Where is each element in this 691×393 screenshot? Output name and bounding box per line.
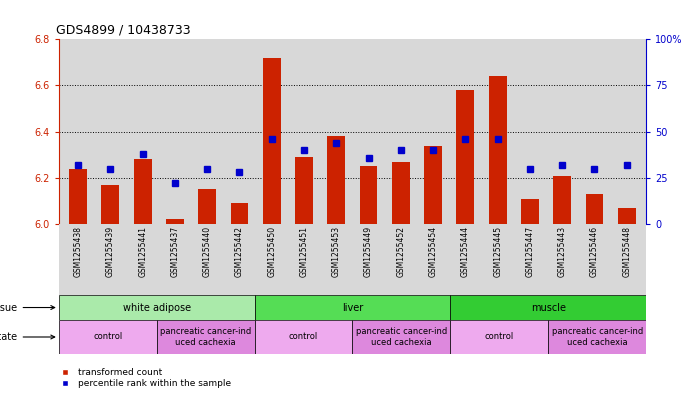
Text: GSM1255452: GSM1255452 [397, 226, 406, 277]
Text: GSM1255444: GSM1255444 [461, 226, 470, 277]
Bar [360, 166, 377, 224]
Text: GSM1255449: GSM1255449 [364, 226, 373, 277]
Legend: transformed count, percentile rank within the sample: transformed count, percentile rank withi… [57, 368, 231, 389]
Bar [451, 295, 646, 320]
Bar [295, 157, 313, 224]
Text: GSM1255446: GSM1255446 [590, 226, 599, 277]
Bar [166, 219, 184, 224]
Bar [457, 90, 474, 224]
Bar [585, 194, 603, 224]
Text: GSM1255453: GSM1255453 [332, 226, 341, 277]
Text: control: control [93, 332, 122, 342]
Bar [451, 320, 548, 354]
Bar [548, 320, 646, 354]
Text: pancreatic cancer-ind
uced cachexia: pancreatic cancer-ind uced cachexia [160, 327, 252, 347]
Bar [618, 208, 636, 224]
Bar [198, 189, 216, 224]
Text: GSM1255445: GSM1255445 [493, 226, 502, 277]
Text: GSM1255451: GSM1255451 [299, 226, 308, 277]
Text: GSM1255440: GSM1255440 [202, 226, 211, 277]
Text: control: control [484, 332, 514, 342]
Bar [69, 169, 87, 224]
Bar [134, 160, 151, 224]
Bar [521, 198, 539, 224]
Text: disease state: disease state [0, 332, 55, 342]
Bar [59, 295, 254, 320]
Text: control: control [289, 332, 318, 342]
Text: GSM1255442: GSM1255442 [235, 226, 244, 277]
Bar [328, 136, 345, 224]
Text: GSM1255438: GSM1255438 [74, 226, 83, 277]
Bar [231, 203, 248, 224]
Bar [424, 145, 442, 224]
Text: tissue: tissue [0, 303, 55, 312]
Text: GSM1255439: GSM1255439 [106, 226, 115, 277]
Bar [553, 176, 571, 224]
Bar [263, 58, 281, 224]
Bar [157, 320, 254, 354]
Text: white adipose: white adipose [122, 303, 191, 312]
Text: GSM1255443: GSM1255443 [558, 226, 567, 277]
Bar [102, 185, 120, 224]
Bar [254, 295, 451, 320]
Text: GSM1255447: GSM1255447 [525, 226, 534, 277]
Bar [489, 76, 507, 224]
Text: GSM1255437: GSM1255437 [171, 226, 180, 277]
Bar [392, 162, 410, 224]
Text: GSM1255448: GSM1255448 [622, 226, 631, 277]
Text: liver: liver [342, 303, 363, 312]
Bar [352, 320, 451, 354]
Text: GDS4899 / 10438733: GDS4899 / 10438733 [56, 24, 191, 37]
Text: GSM1255441: GSM1255441 [138, 226, 147, 277]
Bar [59, 320, 157, 354]
Text: GSM1255454: GSM1255454 [428, 226, 437, 277]
Text: pancreatic cancer-ind
uced cachexia: pancreatic cancer-ind uced cachexia [356, 327, 447, 347]
Text: pancreatic cancer-ind
uced cachexia: pancreatic cancer-ind uced cachexia [551, 327, 643, 347]
Text: GSM1255450: GSM1255450 [267, 226, 276, 277]
Bar [254, 320, 352, 354]
Text: muscle: muscle [531, 303, 566, 312]
